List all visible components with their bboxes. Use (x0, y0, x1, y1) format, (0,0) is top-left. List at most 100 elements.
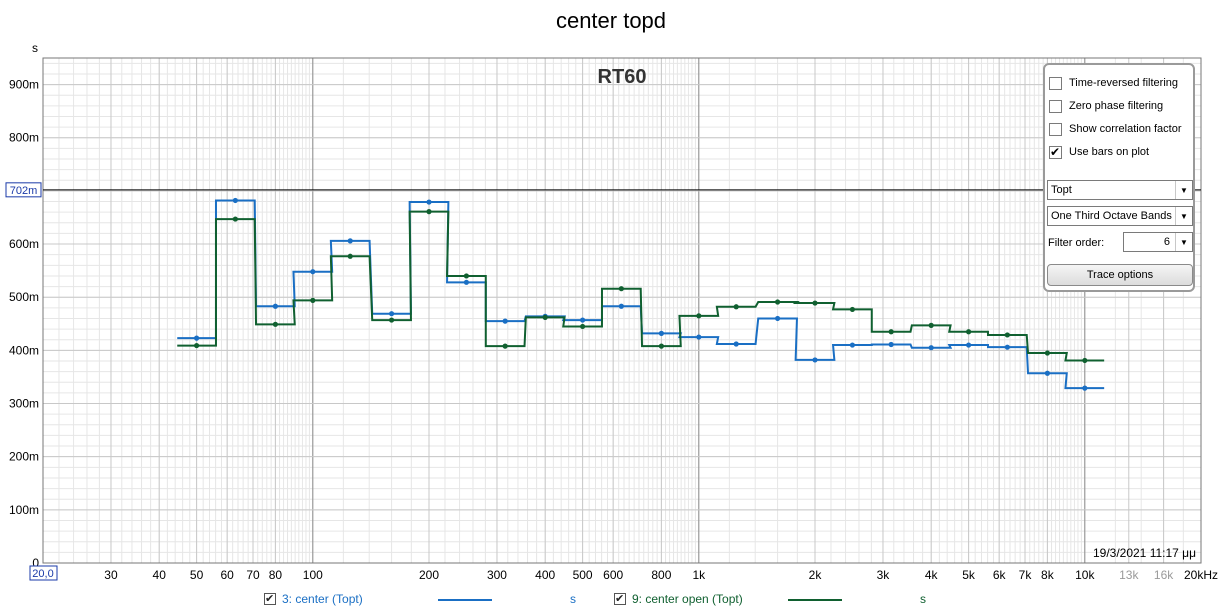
time-reversed-checkbox[interactable] (1049, 76, 1062, 90)
series-point-0 (580, 317, 586, 323)
series-point-1 (696, 313, 702, 319)
use-bars-option[interactable]: Use bars on plot (1049, 144, 1149, 160)
correlation-checkbox[interactable] (1049, 122, 1062, 136)
trace-options-button[interactable]: Trace options (1047, 264, 1193, 286)
series-point-0 (388, 311, 395, 317)
series-point-1 (310, 297, 316, 303)
series-point-0 (1082, 385, 1088, 391)
x-tick-label: 200 (419, 568, 439, 582)
series-point-1 (194, 342, 200, 349)
series-point-0 (849, 342, 856, 348)
x-tick-label: 80 (269, 568, 283, 582)
zero-phase-option[interactable]: Zero phase filtering (1049, 98, 1163, 114)
legend-checkbox-center[interactable] (264, 592, 276, 605)
series-point-0 (426, 199, 432, 205)
legend-item-center[interactable]: 3: center (Topt) (264, 592, 363, 606)
y-unit-label: s (32, 41, 38, 55)
series-point-0 (463, 279, 470, 285)
series-point-0 (347, 238, 353, 244)
filter-order-label: Filter order: (1048, 237, 1105, 249)
legend-item-center-open[interactable]: 9: center open (Topt) (614, 592, 743, 606)
series-point-1 (388, 317, 395, 323)
time-reversed-option[interactable]: Time-reversed filtering (1049, 75, 1178, 91)
use-bars-checkbox[interactable] (1049, 145, 1062, 159)
zero-phase-checkbox[interactable] (1049, 99, 1062, 113)
filter-order-value: 6 (1163, 236, 1170, 248)
x-tick-label: 3k (877, 568, 891, 582)
x-tick-label: 5k (962, 568, 976, 582)
method-select-value: Topt (1051, 184, 1072, 196)
chevron-down-icon[interactable]: ▼ (1175, 181, 1192, 199)
series-point-1 (812, 300, 818, 306)
series-point-0 (658, 330, 664, 336)
x-tick-label: 600 (603, 568, 623, 582)
legend-swatch-center-open (788, 599, 842, 601)
series-point-0 (232, 197, 238, 204)
legend-unit-center: s (570, 592, 576, 606)
correlation-label: Show correlation factor (1069, 123, 1182, 135)
series-point-1 (502, 343, 508, 349)
series-point-1 (733, 304, 739, 310)
time-reversed-label: Time-reversed filtering (1069, 77, 1179, 89)
plot-area (42, 57, 1202, 564)
x-tick-label: 800 (651, 568, 671, 582)
x-tick-label: 20kHz (1184, 568, 1218, 582)
legend-unit-center-open: s (920, 592, 926, 606)
legend-checkbox-center-open[interactable] (614, 592, 626, 605)
series-point-0 (888, 341, 894, 348)
plot-frame (42, 57, 1202, 564)
y-tick-label: 0 (32, 556, 39, 570)
x-tick-label: 6k (993, 568, 1007, 582)
series-point-0 (194, 335, 200, 341)
bands-select[interactable]: One Third Octave Bands ▼ (1047, 206, 1193, 226)
series-point-1 (849, 306, 856, 313)
x-tick-label: 20,0 (32, 568, 53, 580)
series-point-1 (966, 329, 972, 335)
x-start-box (29, 565, 58, 581)
x-tick-label: 13k (1119, 568, 1139, 582)
x-tick-label: 4k (925, 568, 939, 582)
zero-phase-label: Zero phase filtering (1069, 100, 1164, 112)
filter-order-spinner[interactable]: 6 ▼ (1123, 232, 1193, 252)
chart-title: RT60 (598, 66, 647, 88)
series-point-1 (542, 314, 548, 321)
series-point-0 (733, 341, 739, 347)
bands-select-value: One Third Octave Bands (1051, 210, 1172, 222)
cursor-value-box (5, 182, 42, 198)
series-point-0 (696, 334, 702, 340)
legend-label-center-open: 9: center open (Topt) (632, 592, 743, 606)
x-tick-label: 100 (303, 568, 323, 582)
series-point-1 (580, 323, 586, 330)
series-point-0 (812, 357, 818, 363)
x-tick-label: 500 (573, 568, 593, 582)
x-tick-label: 7k (1019, 568, 1033, 582)
series-point-1 (1044, 350, 1050, 356)
legend-swatch-center (438, 599, 492, 601)
x-tick-label: 300 (487, 568, 507, 582)
series-point-0 (1004, 344, 1010, 350)
series-point-0 (618, 303, 624, 309)
method-select[interactable]: Topt ▼ (1047, 180, 1193, 200)
x-tick-label: 400 (535, 568, 555, 582)
x-tick-label: 50 (190, 568, 204, 582)
correlation-option[interactable]: Show correlation factor (1049, 121, 1182, 137)
x-tick-label: 60 (220, 568, 234, 582)
series-point-1 (618, 286, 624, 292)
chevron-down-icon[interactable]: ▼ (1175, 233, 1192, 251)
series-point-0 (774, 315, 781, 322)
series-line-1 (177, 210, 1105, 362)
series-point-1 (928, 322, 934, 328)
y-tick-label: 200m (9, 450, 39, 464)
options-panel: Time-reversed filtering Zero phase filte… (1043, 63, 1195, 292)
cursor-value-label: 702m (10, 185, 38, 197)
chevron-down-icon[interactable]: ▼ (1175, 207, 1192, 225)
series-point-1 (1082, 357, 1088, 364)
legend-label-center: 3: center (Topt) (282, 592, 363, 606)
series-point-1 (774, 299, 781, 305)
series-point-0 (928, 345, 934, 351)
series-point-1 (463, 273, 470, 279)
y-tick-label: 800m (9, 131, 39, 145)
series-point-0 (966, 342, 972, 348)
series-point-1 (658, 343, 664, 349)
